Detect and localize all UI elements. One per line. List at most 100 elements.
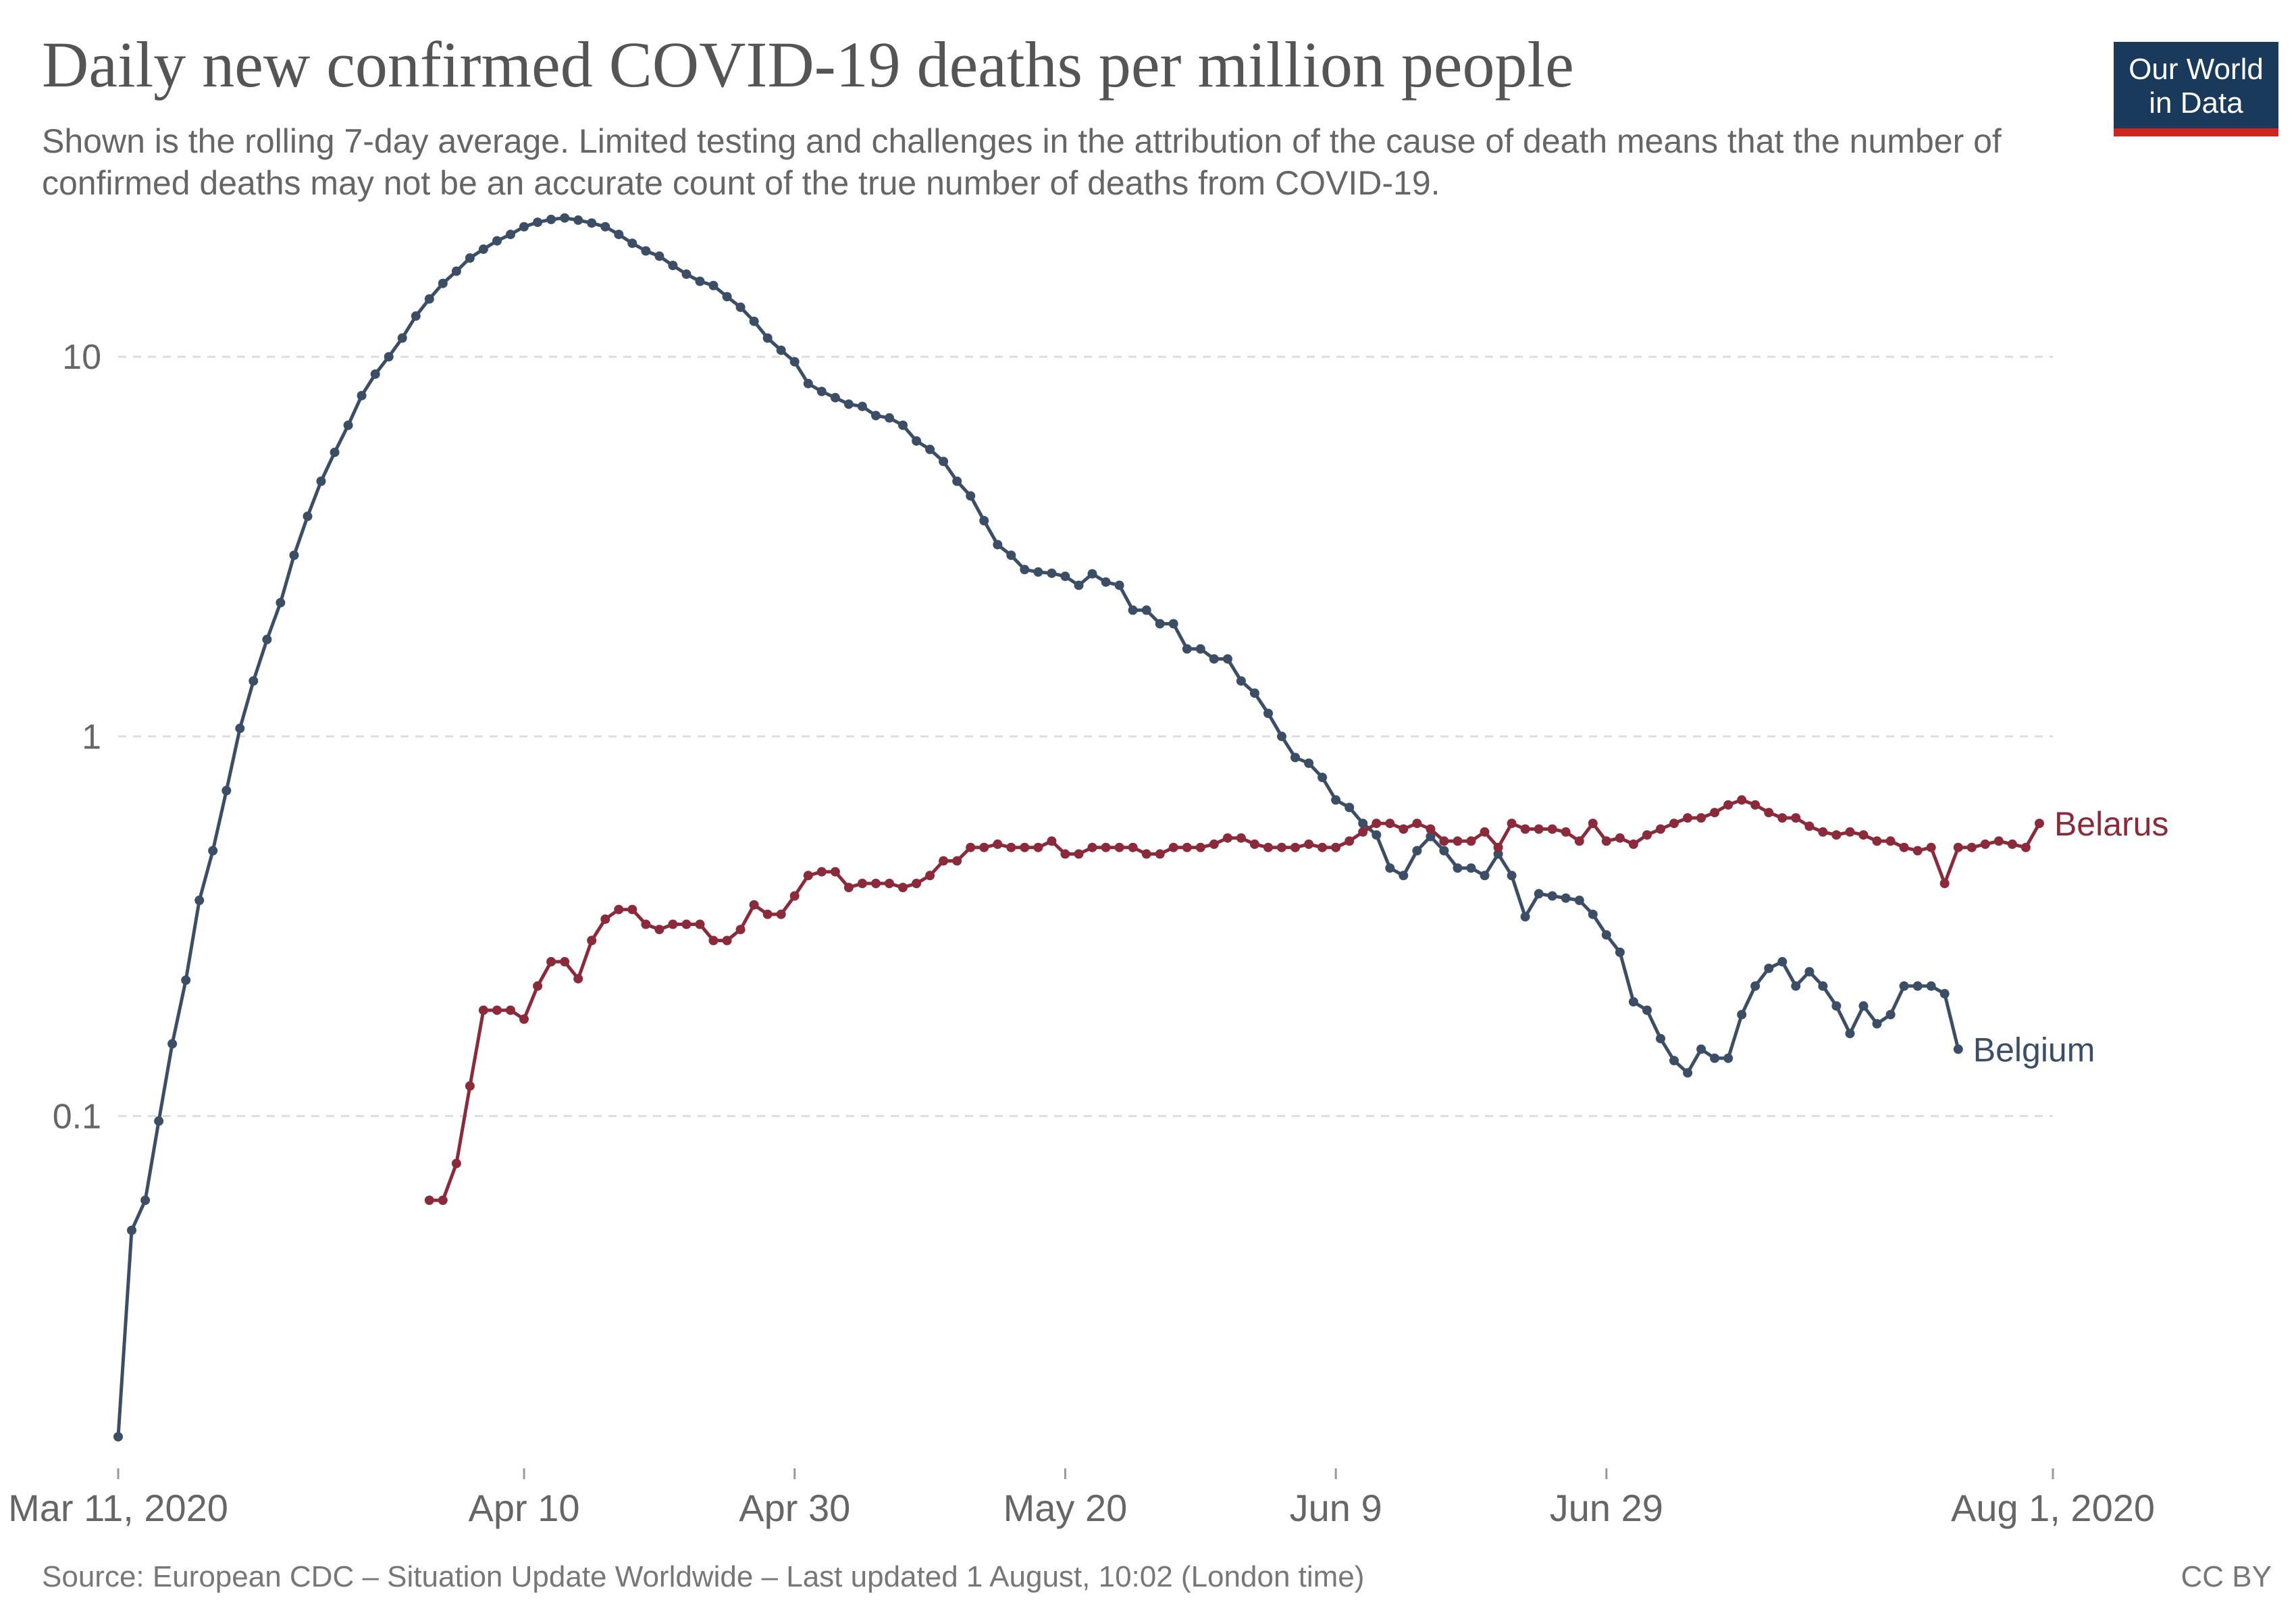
data-point[interactable]: [451, 266, 461, 276]
data-point[interactable]: [722, 292, 732, 302]
data-point[interactable]: [1642, 1005, 1652, 1015]
data-point[interactable]: [1764, 963, 1774, 973]
data-point[interactable]: [1777, 813, 1788, 823]
data-point[interactable]: [898, 883, 908, 892]
data-point[interactable]: [1195, 842, 1205, 852]
data-point[interactable]: [1696, 1044, 1706, 1054]
data-point[interactable]: [438, 1195, 448, 1206]
data-point[interactable]: [1507, 871, 1517, 881]
data-point[interactable]: [316, 476, 326, 486]
data-point[interactable]: [1642, 830, 1652, 840]
data-point[interactable]: [1114, 580, 1124, 590]
data-point[interactable]: [1304, 758, 1314, 768]
data-point[interactable]: [898, 420, 908, 430]
data-point[interactable]: [1831, 1001, 1842, 1011]
data-point[interactable]: [1791, 981, 1801, 991]
data-point[interactable]: [1033, 842, 1043, 852]
data-point[interactable]: [519, 222, 529, 232]
data-point[interactable]: [762, 333, 773, 343]
data-point[interactable]: [1020, 565, 1030, 575]
data-point[interactable]: [560, 213, 570, 223]
data-point[interactable]: [587, 935, 597, 946]
data-point[interactable]: [1304, 839, 1314, 849]
data-point[interactable]: [885, 879, 894, 888]
data-point[interactable]: [1466, 836, 1476, 846]
data-point[interactable]: [1074, 849, 1084, 859]
data-point[interactable]: [573, 974, 583, 984]
data-point[interactable]: [1534, 824, 1544, 834]
data-point[interactable]: [776, 345, 786, 355]
data-point[interactable]: [1912, 846, 1923, 856]
data-point[interactable]: [506, 230, 515, 240]
data-point[interactable]: [789, 891, 800, 901]
data-point[interactable]: [1236, 833, 1246, 843]
data-point[interactable]: [573, 215, 583, 225]
data-point[interactable]: [1601, 836, 1611, 846]
data-point[interactable]: [695, 919, 705, 929]
data-point[interactable]: [1669, 1056, 1679, 1066]
data-point[interactable]: [830, 867, 840, 877]
data-point[interactable]: [1141, 849, 1151, 859]
data-point[interactable]: [966, 491, 976, 501]
data-point[interactable]: [695, 276, 705, 286]
data-point[interactable]: [1290, 842, 1300, 852]
data-point[interactable]: [1114, 842, 1124, 852]
data-point[interactable]: [1831, 830, 1842, 840]
data-point[interactable]: [1520, 912, 1530, 922]
data-point[interactable]: [492, 236, 502, 246]
data-point[interactable]: [1345, 802, 1355, 813]
data-point[interactable]: [1249, 839, 1259, 849]
data-point[interactable]: [289, 550, 299, 561]
data-point[interactable]: [1818, 827, 1828, 837]
data-point[interactable]: [1236, 676, 1246, 686]
data-point[interactable]: [1358, 827, 1368, 837]
data-point[interactable]: [857, 879, 867, 888]
data-point[interactable]: [1953, 1044, 1963, 1054]
data-point[interactable]: [1128, 605, 1138, 615]
data-point[interactable]: [668, 919, 678, 929]
data-point[interactable]: [1277, 842, 1286, 852]
data-point[interactable]: [1939, 989, 1950, 999]
data-point[interactable]: [1168, 619, 1178, 629]
data-point[interactable]: [1926, 842, 1936, 852]
data-point[interactable]: [1845, 1029, 1855, 1039]
data-point[interactable]: [533, 217, 543, 228]
data-point[interactable]: [235, 723, 245, 734]
data-point[interactable]: [1547, 824, 1557, 834]
data-point[interactable]: [1426, 831, 1436, 842]
data-point[interactable]: [925, 871, 935, 881]
data-point[interactable]: [925, 444, 935, 455]
data-point[interactable]: [438, 278, 448, 288]
data-point[interactable]: [1804, 967, 1815, 977]
data-point[interactable]: [681, 919, 692, 929]
data-point[interactable]: [167, 1039, 178, 1049]
data-point[interactable]: [600, 222, 610, 232]
data-point[interactable]: [1372, 819, 1382, 829]
data-point[interactable]: [303, 511, 313, 521]
data-point[interactable]: [952, 476, 962, 486]
data-point[interactable]: [587, 218, 597, 228]
data-point[interactable]: [830, 392, 840, 403]
data-point[interactable]: [1331, 842, 1341, 852]
data-point[interactable]: [803, 378, 813, 388]
data-point[interactable]: [1060, 849, 1070, 859]
data-point[interactable]: [641, 246, 651, 256]
data-point[interactable]: [465, 1081, 475, 1091]
data-point[interactable]: [1683, 813, 1693, 823]
data-point[interactable]: [1182, 842, 1192, 852]
data-point[interactable]: [1872, 836, 1882, 846]
data-point[interactable]: [600, 914, 610, 924]
data-point[interactable]: [1480, 871, 1490, 881]
data-point[interactable]: [681, 269, 692, 279]
data-point[interactable]: [1683, 1068, 1693, 1078]
data-point[interactable]: [1669, 819, 1679, 829]
data-point[interactable]: [1345, 836, 1355, 846]
data-point[interactable]: [1290, 752, 1300, 763]
data-point[interactable]: [1750, 800, 1760, 810]
data-point[interactable]: [614, 230, 624, 240]
data-point[interactable]: [979, 515, 989, 525]
data-point[interactable]: [1601, 930, 1611, 940]
data-point[interactable]: [939, 856, 949, 866]
data-point[interactable]: [1372, 830, 1382, 840]
data-point[interactable]: [1141, 605, 1151, 615]
